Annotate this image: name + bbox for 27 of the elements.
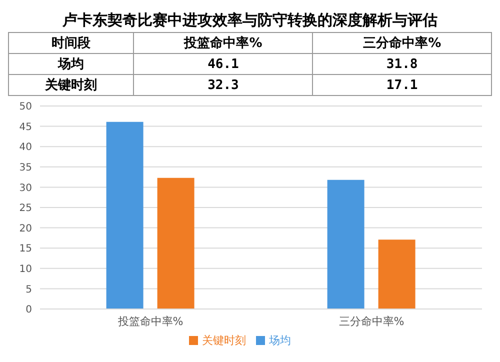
data-label: 46.1 [134,54,313,74]
data-label: 32.3 [134,74,313,96]
text: 场均 [58,57,84,72]
category-label: 投篮命中率% [184,36,262,51]
y-tick-label: 30 [19,182,32,194]
y-tick-label: 40 [19,142,32,154]
bar [106,122,144,309]
bar [157,178,194,309]
bar [327,180,364,309]
legend-label: 关键时刻 [202,334,246,347]
legend-title: 时间段 [8,32,134,54]
data-label: 17.1 [312,74,492,96]
bar [378,240,416,309]
y-tick-label: 20 [19,223,32,234]
chart-title: 卢卡东契奇比赛中进攻效率与防守转换的深度解析与评估 [61,10,438,31]
text: 关键时刻 [45,78,98,93]
data-label: 31.8 [312,54,492,74]
y-tick-label: 35 [19,162,32,174]
y-tick-label: 5 [26,284,32,296]
y-tick-label: 10 [19,264,32,275]
y-tick-label: 45 [19,122,32,133]
y-tick-label: 0 [26,304,32,316]
y-tick-label: 50 [19,102,32,113]
legend-label: 场均 [269,334,291,347]
y-tick-label: 25 [19,203,32,214]
y-tick-label: 15 [19,244,32,255]
category-label: 三分命中率% [363,36,442,51]
